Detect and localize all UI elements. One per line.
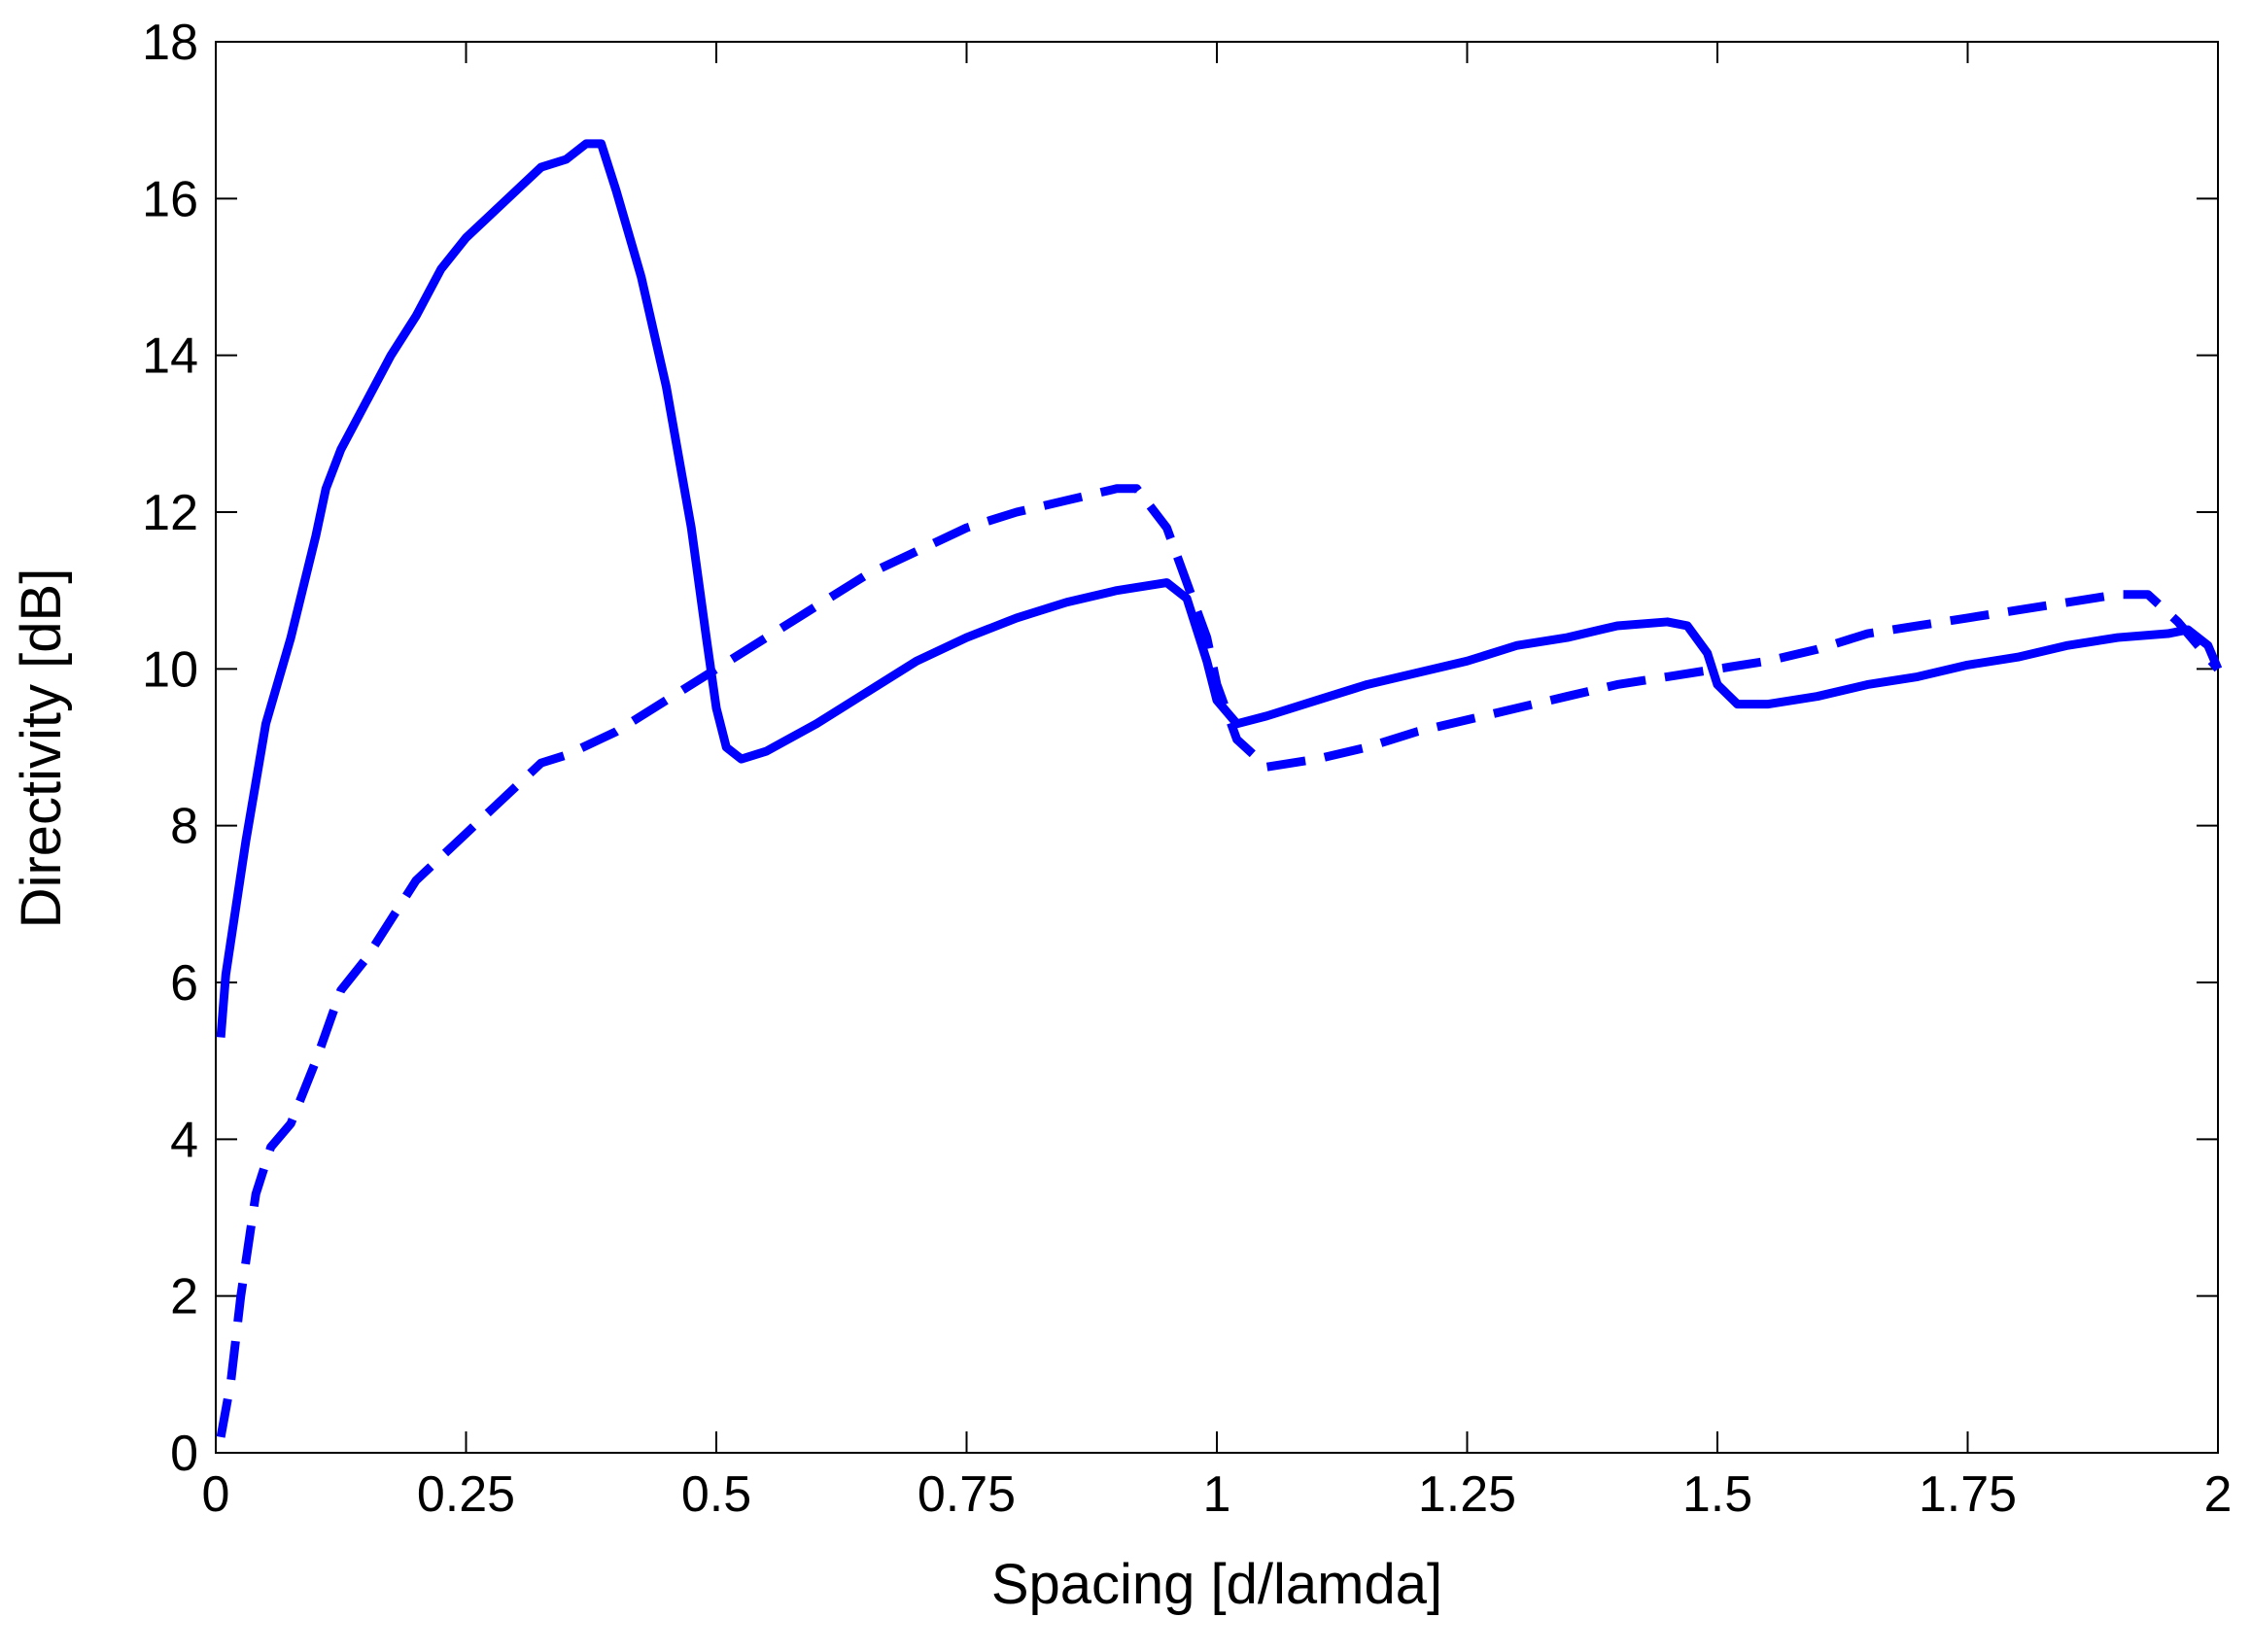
- y-tick-label: 10: [142, 641, 198, 698]
- x-tick-label: 2: [2204, 1466, 2233, 1523]
- data-line: [216, 139, 2223, 1038]
- y-tick-label: 12: [142, 485, 198, 541]
- x-tick-label: 0.75: [918, 1466, 1016, 1523]
- y-tick-label: 16: [142, 171, 198, 227]
- x-tick-label: 0.25: [417, 1466, 515, 1523]
- y-tick-label: 0: [170, 1426, 198, 1482]
- x-tick-label: 0.5: [681, 1466, 751, 1523]
- y-tick-label: 18: [142, 15, 198, 71]
- y-axis-label: Directivity [dB]: [10, 568, 73, 929]
- data-line: [216, 484, 2222, 1438]
- y-tick-label: 8: [170, 799, 198, 855]
- x-tick-label: 1.75: [1919, 1466, 2017, 1523]
- x-tick-label: 1.5: [1682, 1466, 1752, 1523]
- x-tick-label: 1.25: [1418, 1466, 1516, 1523]
- x-tick-label: 1: [1203, 1466, 1231, 1523]
- y-tick-label: 4: [170, 1112, 198, 1168]
- x-tick-label: 0: [202, 1466, 230, 1523]
- y-tick-label: 6: [170, 955, 198, 1012]
- plot-frame: [215, 41, 2219, 1454]
- y-tick-label: 2: [170, 1269, 198, 1325]
- y-tick-label: 14: [142, 328, 198, 385]
- x-axis-label: Spacing [d/lamda]: [991, 1553, 1442, 1616]
